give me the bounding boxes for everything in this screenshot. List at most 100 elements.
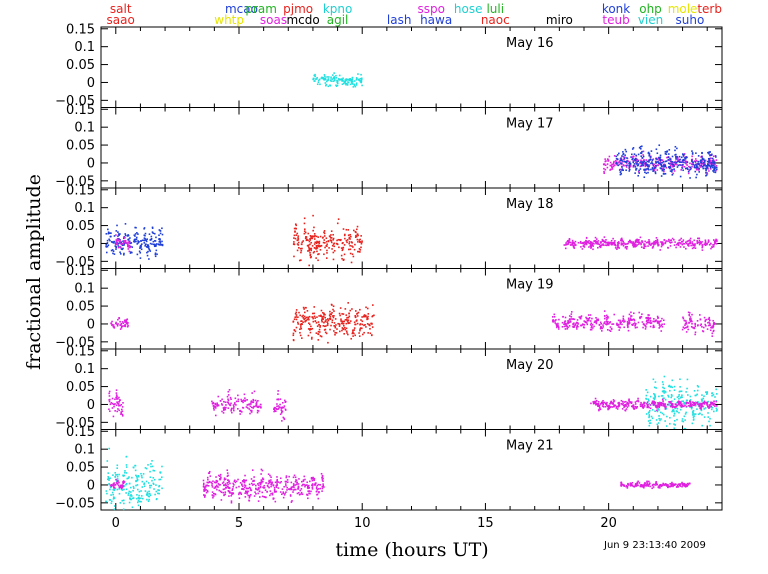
data-point — [616, 245, 619, 247]
data-point — [360, 73, 362, 76]
data-point — [311, 245, 314, 247]
data-point — [658, 157, 661, 160]
data-point — [139, 251, 142, 254]
data-point — [696, 384, 699, 387]
data-point — [688, 239, 690, 242]
data-point — [321, 319, 323, 322]
data-point — [334, 326, 337, 329]
data-point — [228, 492, 231, 494]
data-point — [627, 482, 629, 485]
data-point — [701, 245, 704, 248]
data-point — [691, 241, 694, 243]
data-point — [682, 155, 685, 158]
data-point — [304, 478, 306, 481]
data-point — [622, 240, 625, 243]
data-point — [271, 492, 274, 495]
data-point — [609, 321, 611, 324]
data-point — [280, 406, 282, 409]
data-point — [697, 413, 700, 416]
data-point — [341, 83, 344, 86]
data-point — [143, 483, 145, 486]
data-point — [690, 402, 692, 404]
data-point — [275, 490, 277, 493]
data-point — [664, 406, 667, 408]
data-point — [202, 485, 205, 488]
data-point — [669, 482, 672, 485]
data-point — [696, 389, 699, 392]
data-point — [680, 164, 682, 166]
data-point — [658, 403, 661, 406]
data-point — [669, 167, 671, 170]
data-point — [572, 326, 574, 328]
data-point — [657, 160, 659, 163]
data-point — [557, 326, 560, 329]
data-point — [564, 328, 567, 330]
data-point — [694, 402, 696, 405]
data-point — [670, 484, 673, 486]
data-point — [632, 246, 635, 248]
data-point — [620, 157, 622, 159]
data-point — [631, 158, 633, 161]
data-point — [322, 484, 325, 487]
data-point — [710, 408, 713, 411]
data-point — [660, 324, 663, 327]
data-point — [329, 328, 331, 331]
data-point — [634, 401, 637, 403]
data-point — [158, 489, 160, 492]
data-point — [138, 241, 140, 243]
data-point — [333, 245, 336, 248]
data-point — [122, 402, 124, 404]
data-point — [309, 329, 311, 331]
data-point — [656, 169, 659, 171]
data-point — [652, 158, 655, 160]
data-point — [704, 323, 707, 326]
data-point — [361, 320, 364, 323]
data-point — [690, 407, 693, 410]
data-point — [665, 240, 668, 242]
data-point — [330, 78, 332, 80]
data-point — [573, 246, 575, 248]
data-point — [653, 167, 656, 169]
data-point — [708, 151, 711, 153]
data-point — [115, 243, 117, 246]
data-point — [691, 242, 694, 245]
data-point — [622, 317, 625, 320]
data-point — [685, 331, 688, 333]
data-point — [664, 242, 666, 245]
data-point — [643, 486, 645, 489]
data-point — [322, 477, 324, 480]
data-point — [308, 490, 311, 493]
data-point — [321, 76, 323, 79]
data-point — [304, 231, 307, 234]
data-point — [637, 400, 640, 403]
data-point — [685, 485, 687, 488]
data-point — [685, 323, 688, 325]
data-point — [673, 398, 676, 400]
data-point — [662, 243, 665, 245]
data-point — [270, 485, 272, 488]
data-point — [665, 407, 668, 410]
data-point — [119, 246, 122, 249]
data-point — [648, 165, 650, 168]
data-point — [706, 163, 709, 165]
data-point — [681, 396, 683, 399]
data-point — [672, 163, 675, 166]
data-point — [318, 242, 321, 245]
data-point — [117, 239, 119, 242]
data-point — [279, 413, 282, 416]
data-point — [219, 477, 222, 480]
data-point — [605, 241, 607, 244]
data-point — [300, 480, 303, 483]
data-point — [337, 238, 340, 241]
data-point — [575, 322, 577, 325]
data-point — [652, 165, 655, 167]
data-point — [348, 242, 350, 245]
data-point — [626, 403, 628, 405]
data-point — [257, 406, 260, 409]
data-point — [112, 252, 114, 255]
data-point — [113, 482, 115, 484]
data-point — [631, 324, 634, 326]
data-point — [684, 159, 686, 161]
data-point — [692, 416, 695, 418]
data-point — [324, 328, 327, 331]
